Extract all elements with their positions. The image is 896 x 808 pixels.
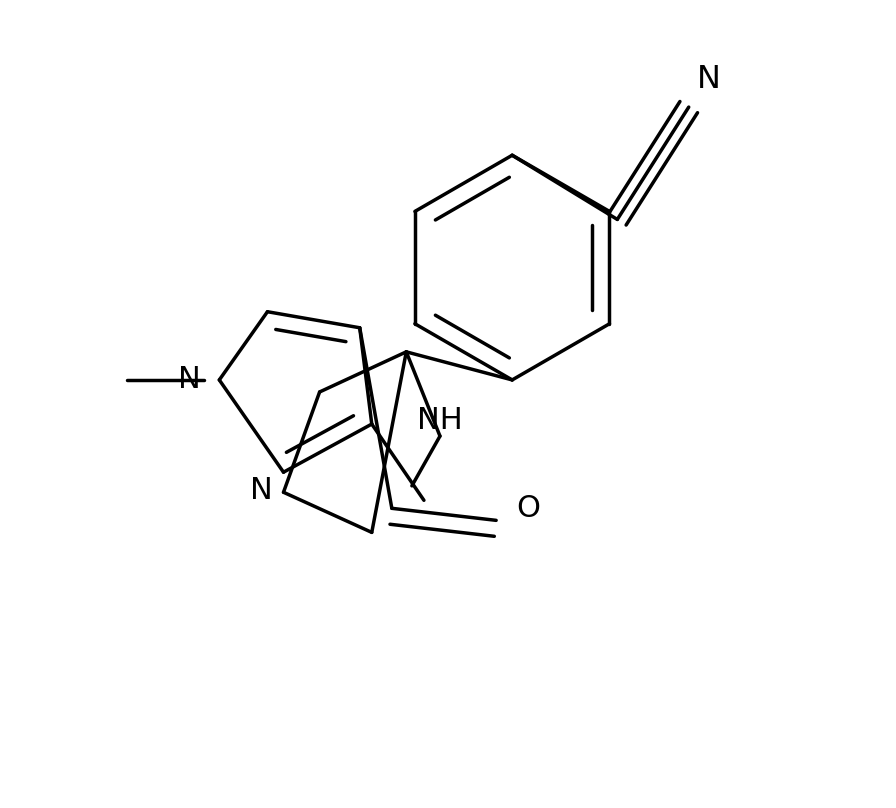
Text: N: N: [178, 365, 201, 394]
Text: NH: NH: [418, 406, 463, 435]
Text: N: N: [697, 64, 720, 95]
Text: O: O: [516, 494, 540, 523]
Text: N: N: [251, 476, 273, 505]
